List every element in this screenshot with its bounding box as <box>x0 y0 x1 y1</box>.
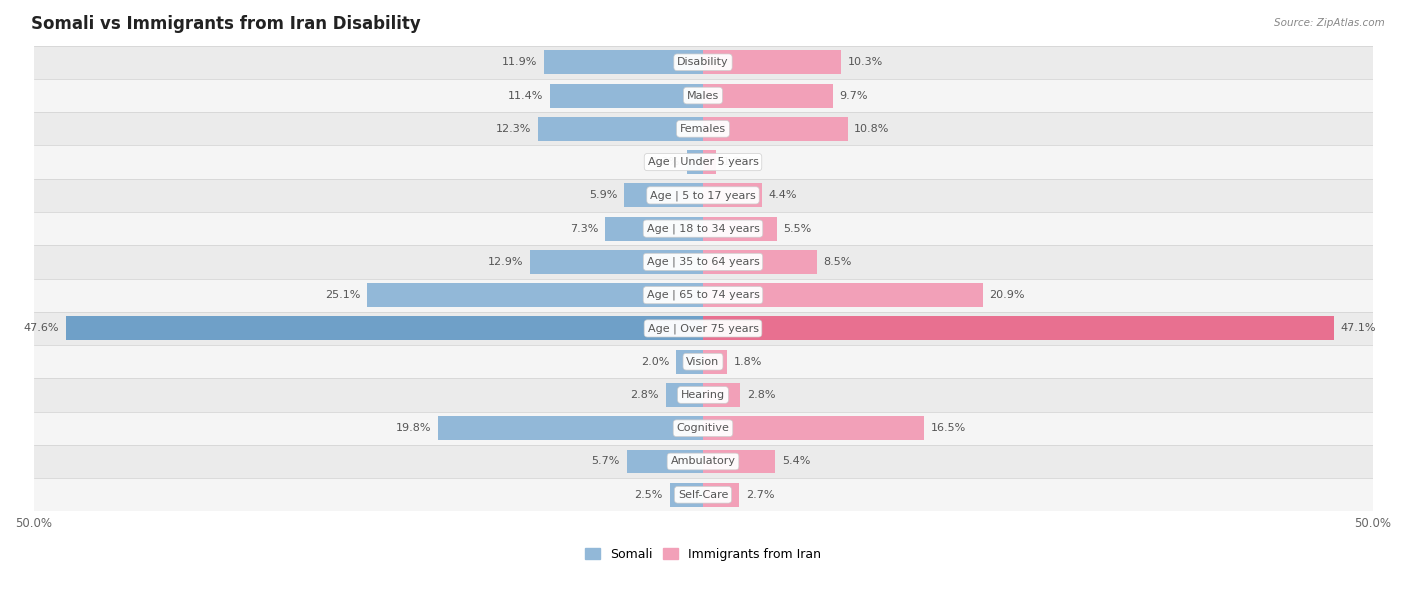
Text: 16.5%: 16.5% <box>931 424 966 433</box>
Bar <box>34 46 1372 79</box>
Bar <box>544 50 703 74</box>
Text: 11.9%: 11.9% <box>502 58 537 67</box>
Bar <box>703 84 832 108</box>
Bar <box>676 349 703 374</box>
Text: 8.5%: 8.5% <box>824 257 852 267</box>
Bar <box>538 117 703 141</box>
Text: 11.4%: 11.4% <box>509 91 544 100</box>
Text: Age | Under 5 years: Age | Under 5 years <box>648 157 758 167</box>
Text: 5.4%: 5.4% <box>782 457 810 466</box>
Bar <box>703 184 762 207</box>
Bar <box>34 79 1372 112</box>
Bar <box>703 383 741 407</box>
Text: 5.5%: 5.5% <box>783 223 811 234</box>
Bar <box>34 445 1372 478</box>
Bar <box>34 179 1372 212</box>
Bar <box>605 217 703 241</box>
Bar <box>550 84 703 108</box>
Bar <box>703 483 740 507</box>
Text: 2.0%: 2.0% <box>641 357 669 367</box>
Text: 2.7%: 2.7% <box>745 490 775 500</box>
Bar <box>437 416 703 440</box>
Bar <box>703 283 983 307</box>
Text: 47.1%: 47.1% <box>1340 323 1376 334</box>
Text: 12.9%: 12.9% <box>488 257 523 267</box>
Bar <box>34 245 1372 278</box>
Bar <box>703 316 1334 340</box>
Text: Age | 5 to 17 years: Age | 5 to 17 years <box>650 190 756 201</box>
Text: Females: Females <box>681 124 725 134</box>
Text: 12.3%: 12.3% <box>496 124 531 134</box>
Text: Age | 18 to 34 years: Age | 18 to 34 years <box>647 223 759 234</box>
Text: 7.3%: 7.3% <box>571 223 599 234</box>
Text: 1.0%: 1.0% <box>723 157 751 167</box>
Legend: Somali, Immigrants from Iran: Somali, Immigrants from Iran <box>581 543 825 565</box>
Bar <box>703 217 776 241</box>
Bar <box>367 283 703 307</box>
Bar <box>624 184 703 207</box>
Text: 2.8%: 2.8% <box>747 390 776 400</box>
Bar <box>703 416 924 440</box>
Bar <box>703 250 817 274</box>
Text: Ambulatory: Ambulatory <box>671 457 735 466</box>
Text: Disability: Disability <box>678 58 728 67</box>
Text: Hearing: Hearing <box>681 390 725 400</box>
Text: Self-Care: Self-Care <box>678 490 728 500</box>
Bar <box>34 412 1372 445</box>
Bar <box>34 378 1372 412</box>
Text: 20.9%: 20.9% <box>990 290 1025 300</box>
Text: 19.8%: 19.8% <box>395 424 432 433</box>
Text: 25.1%: 25.1% <box>325 290 360 300</box>
Bar <box>627 450 703 474</box>
Text: Age | 35 to 64 years: Age | 35 to 64 years <box>647 256 759 267</box>
Bar <box>34 312 1372 345</box>
Text: Age | 65 to 74 years: Age | 65 to 74 years <box>647 290 759 300</box>
Bar <box>688 150 703 174</box>
Text: 10.8%: 10.8% <box>855 124 890 134</box>
Text: Vision: Vision <box>686 357 720 367</box>
Text: 2.5%: 2.5% <box>634 490 662 500</box>
Bar <box>34 278 1372 312</box>
Bar <box>66 316 703 340</box>
Bar <box>530 250 703 274</box>
Bar <box>703 349 727 374</box>
Bar <box>34 112 1372 146</box>
Text: Source: ZipAtlas.com: Source: ZipAtlas.com <box>1274 18 1385 28</box>
Bar <box>34 212 1372 245</box>
Bar <box>34 345 1372 378</box>
Text: Cognitive: Cognitive <box>676 424 730 433</box>
Bar <box>703 50 841 74</box>
Text: 2.8%: 2.8% <box>630 390 659 400</box>
Bar <box>34 478 1372 512</box>
Text: Age | Over 75 years: Age | Over 75 years <box>648 323 758 334</box>
Bar <box>34 146 1372 179</box>
Text: 9.7%: 9.7% <box>839 91 868 100</box>
Bar <box>703 150 717 174</box>
Text: Males: Males <box>688 91 718 100</box>
Bar <box>703 117 848 141</box>
Text: Somali vs Immigrants from Iran Disability: Somali vs Immigrants from Iran Disabilit… <box>31 15 420 33</box>
Text: 5.7%: 5.7% <box>592 457 620 466</box>
Text: 10.3%: 10.3% <box>848 58 883 67</box>
Text: 1.2%: 1.2% <box>652 157 681 167</box>
Bar <box>669 483 703 507</box>
Text: 5.9%: 5.9% <box>589 190 617 200</box>
Text: 1.8%: 1.8% <box>734 357 762 367</box>
Bar <box>703 450 775 474</box>
Text: 4.4%: 4.4% <box>769 190 797 200</box>
Bar <box>665 383 703 407</box>
Text: 47.6%: 47.6% <box>24 323 59 334</box>
